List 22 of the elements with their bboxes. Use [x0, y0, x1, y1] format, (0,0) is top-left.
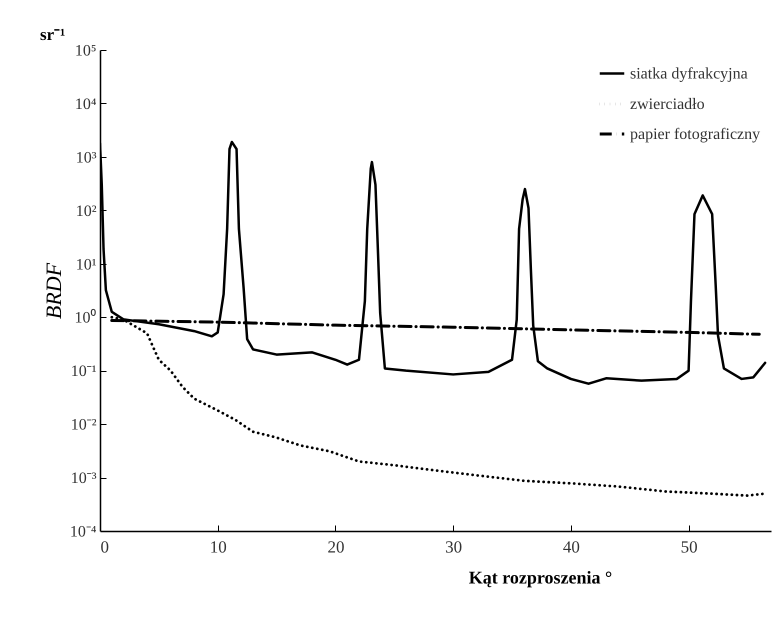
text: sr⁻¹ [40, 24, 66, 45]
x-tick-label: 10 [210, 538, 227, 556]
legend-label: zwierciadło [630, 96, 705, 113]
y-axis-title: BRDF [40, 262, 66, 320]
y-tick-label: 10⁻¹ [70, 363, 97, 380]
x-tick-label: 30 [445, 538, 462, 556]
y-tick-label: 10⁻³ [70, 470, 97, 488]
x-tick-label: 40 [562, 538, 580, 556]
y-tick-label: 10² [76, 202, 97, 220]
y-tick-label: 10⁴ [74, 96, 97, 113]
x-tick-label: 20 [327, 538, 344, 556]
y-tick-label: 10¹ [76, 256, 97, 274]
y-tick-label: 10⁻² [70, 416, 97, 434]
y-tick-label: 10⁵ [74, 42, 96, 60]
y-tick-label: 10⁻⁴ [70, 524, 97, 540]
y-tick-label: 10³ [76, 149, 97, 166]
x-axis-title: Kąt rozproszenia ° [468, 568, 612, 588]
legend-label: papier fotograficzny [630, 126, 760, 143]
x-tick-label: 50 [680, 538, 698, 556]
legend-label: siatka dyfrakcyjna [630, 66, 748, 82]
x-tick-label: 0 [100, 538, 109, 556]
y-tick-label: 10⁰ [74, 308, 96, 327]
